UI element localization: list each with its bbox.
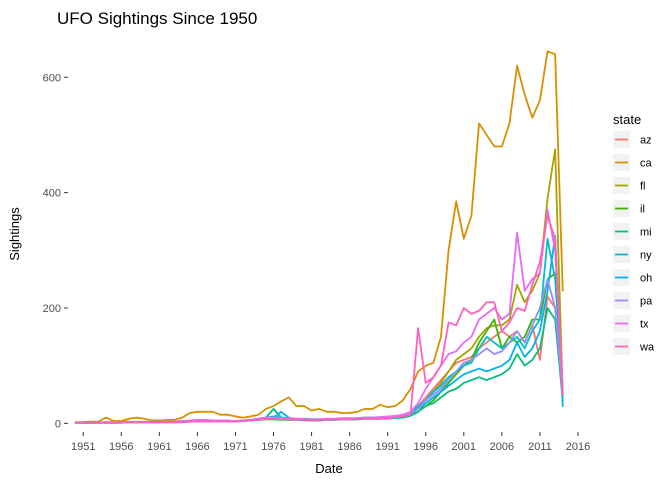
legend-label-oh: oh [640, 273, 652, 285]
legend-label-az: az [640, 135, 652, 147]
y-tick-label: 400 [43, 188, 61, 200]
series-line-wa [74, 214, 564, 424]
x-tick-label: 2006 [490, 441, 514, 453]
axes: 1951 1956 1961 1966 1971 1976 1981 1986 1991 1996… [43, 72, 591, 453]
x-tick-label: 2016 [566, 441, 590, 453]
y-tick-label: 200 [43, 303, 61, 315]
x-tick-label: 1961 [147, 441, 171, 453]
y-tick-label: 0 [55, 418, 61, 430]
x-tick-label: 2011 [528, 441, 552, 453]
x-tick-label: 1996 [413, 441, 437, 453]
y-axis-title: Sightings [7, 207, 22, 261]
x-tick-label: 1956 [109, 441, 133, 453]
legend-label-il: il [640, 204, 645, 216]
x-tick-label: 1991 [375, 441, 399, 453]
plot-panel [68, 34, 597, 432]
legend-label-ca: ca [640, 158, 653, 170]
x-tick-label: 1951 [71, 441, 95, 453]
series-lines [74, 50, 564, 424]
legend-label-ny: ny [640, 250, 652, 262]
legend-title: state [613, 112, 641, 127]
x-tick-label: 1966 [185, 441, 209, 453]
legend: state az ca fl il mi ny oh pa tx wa [613, 112, 655, 355]
plot-background [68, 34, 597, 432]
y-tick-label: 600 [43, 72, 61, 84]
chart-title: UFO Sightings Since 1950 [57, 9, 257, 28]
series-line-ca [74, 50, 564, 424]
x-tick-label: 1976 [261, 441, 285, 453]
legend-label-wa: wa [639, 342, 655, 354]
legend-label-pa: pa [640, 296, 653, 308]
x-tick-label: 1986 [337, 441, 361, 453]
x-axis-title: Date [315, 461, 342, 476]
legend-label-mi: mi [640, 227, 652, 239]
legend-label-fl: fl [640, 181, 646, 193]
x-tick-label: 1981 [299, 441, 323, 453]
x-tick-label: 1971 [223, 441, 247, 453]
x-tick-label: 2001 [452, 441, 476, 453]
legend-label-tx: tx [640, 319, 649, 331]
